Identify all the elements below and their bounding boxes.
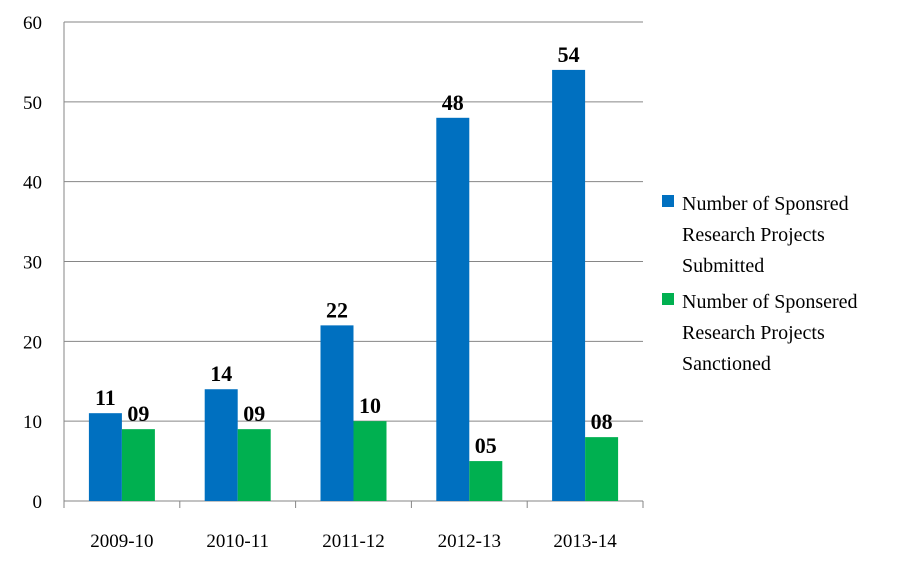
data-label: 09 xyxy=(243,401,265,426)
legend-label: Submitted xyxy=(682,255,764,277)
y-tick-label: 60 xyxy=(23,13,42,34)
y-tick-label: 50 xyxy=(23,93,42,114)
bar xyxy=(585,437,619,501)
data-label: 22 xyxy=(326,297,348,322)
data-label: 11 xyxy=(95,385,116,410)
y-tick-label: 0 xyxy=(33,492,43,513)
grid-layer xyxy=(64,21,643,422)
axis-layer: 0 10 20 30 40 50 60 2009-10 2010-11 2011-12 2012-1… xyxy=(23,13,644,552)
bar xyxy=(121,429,155,501)
bar xyxy=(204,389,238,501)
label-layer: 11 14 22 48 54 09 09 10 05 08 xyxy=(95,42,613,458)
bar xyxy=(469,461,503,501)
x-tick-label: 2013-14 xyxy=(553,531,617,552)
legend: Number of Sponsred Research Projects Submi… xyxy=(662,193,858,375)
legend-swatch xyxy=(662,293,674,305)
legend-label: Sanctioned xyxy=(682,353,771,375)
bar xyxy=(88,413,122,501)
y-tick-label: 30 xyxy=(23,253,42,274)
y-tick-label: 20 xyxy=(23,332,42,353)
x-tick-label: 2012-13 xyxy=(438,531,501,552)
bar xyxy=(353,421,387,501)
x-tick-label: 2009-10 xyxy=(90,531,153,552)
bar xyxy=(552,69,586,502)
legend-label: Research Projects xyxy=(682,224,825,246)
data-label: 54 xyxy=(558,42,580,67)
data-label: 08 xyxy=(591,409,613,434)
data-label: 10 xyxy=(359,393,381,418)
bar xyxy=(436,117,470,502)
data-label: 09 xyxy=(127,401,149,426)
x-tick-label: 2010-11 xyxy=(206,531,269,552)
y-tick-label: 40 xyxy=(23,173,42,194)
bar xyxy=(320,325,354,501)
y-tick-label: 10 xyxy=(23,412,42,433)
legend-label: Number of Sponsred xyxy=(682,193,849,215)
data-label: 14 xyxy=(210,361,232,386)
data-label: 05 xyxy=(475,433,497,458)
legend-label: Research Projects xyxy=(682,322,825,344)
bar xyxy=(237,429,271,501)
legend-label: Number of Sponsered xyxy=(682,291,858,313)
data-label: 48 xyxy=(442,90,464,115)
x-tick-label: 2011-12 xyxy=(322,531,385,552)
legend-swatch xyxy=(662,195,674,207)
bar-layer xyxy=(88,69,619,502)
